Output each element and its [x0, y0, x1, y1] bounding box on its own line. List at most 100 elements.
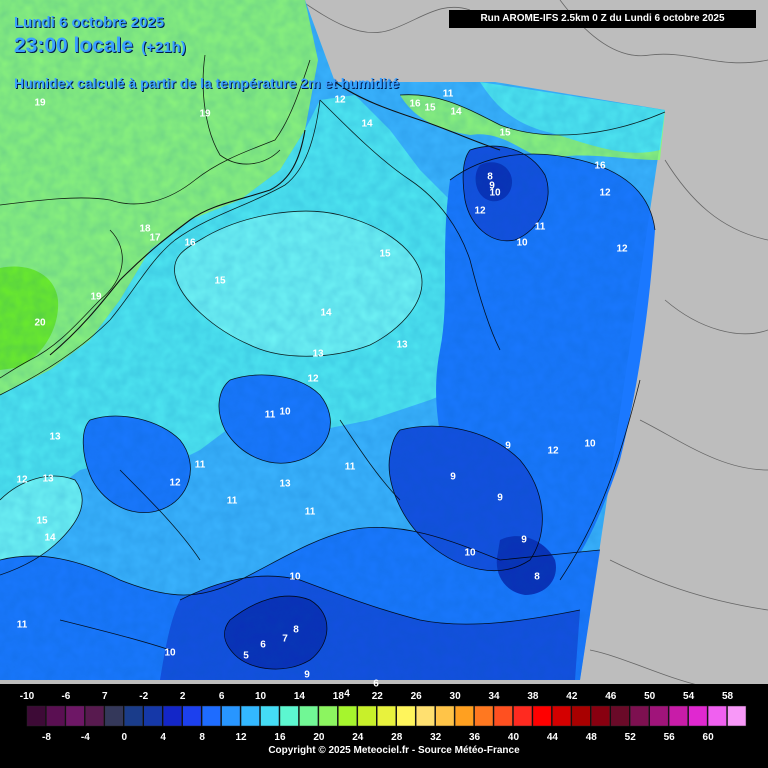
- isoline-value-label: 9: [497, 492, 503, 504]
- isoline-value-label: 14: [361, 118, 373, 130]
- colorbar-cell: [318, 705, 338, 727]
- colorbar-cell: [649, 705, 669, 727]
- texture-overlay: [0, 0, 665, 680]
- colorbar-label-upper: 7: [102, 691, 108, 702]
- isoline-value-label: 12: [169, 477, 181, 489]
- colorbar-label-lower: 16: [274, 732, 286, 743]
- colorbar-label-lower: 24: [352, 732, 364, 743]
- colorbar-cell: [552, 705, 572, 727]
- isoline-value-label: 16: [594, 160, 606, 172]
- isoline-value-label: 14: [320, 307, 332, 319]
- time-title: 23:00 locale (+21h): [14, 34, 186, 58]
- isoline-value-label: 12: [474, 205, 486, 217]
- isoline-value-label: 19: [199, 108, 211, 120]
- colorbar-label-lower: 20: [313, 732, 325, 743]
- isoline-value-label: 8: [534, 571, 540, 583]
- colorbar-label-upper: 38: [527, 691, 539, 702]
- colorbar-cell: [338, 705, 358, 727]
- forecast-offset: (+21h): [141, 39, 186, 56]
- colorbar-label-lower: 56: [663, 732, 675, 743]
- colorbar-cell: [415, 705, 435, 727]
- isoline-value-label: 10: [584, 438, 596, 450]
- colorbar-label-lower: -4: [80, 732, 90, 743]
- colorbar-label-lower: 12: [235, 732, 247, 743]
- colorbar-label-lower: 60: [702, 732, 714, 743]
- isoline-value-label: 13: [42, 473, 54, 485]
- colorbar-cell: [357, 705, 377, 727]
- colorbar: [26, 705, 747, 727]
- isoline-value-label: 10: [289, 571, 301, 583]
- isoline-value-label: 15: [379, 248, 391, 260]
- colorbar-cell: [65, 705, 85, 727]
- colorbar-label-upper: 46: [605, 691, 617, 702]
- colorbar-label-lower: 44: [546, 732, 558, 743]
- isoline-value-label: 10: [489, 187, 501, 199]
- colorbar-cell: [240, 705, 260, 727]
- colorbar-label-lower: 40: [507, 732, 520, 743]
- colorbar-cell: [688, 705, 708, 727]
- colorbar-label-lower: 52: [624, 732, 636, 743]
- colorbar-label-lower: 36: [469, 732, 481, 743]
- colorbar-cell: [124, 705, 144, 727]
- isoline-value-label: 7: [282, 633, 288, 645]
- isoline-value-label: 11: [226, 495, 238, 507]
- isoline-value-label: 12: [616, 243, 628, 255]
- isoline-value-label: 9: [521, 534, 527, 546]
- isoline-value-label: 8: [487, 171, 493, 183]
- colorbar-label-upper: 54: [683, 691, 695, 702]
- time-label: 23:00 locale: [14, 34, 134, 57]
- colorbar-cell: [279, 705, 299, 727]
- isoline-value-label: 11: [534, 221, 546, 233]
- colorbar-cell: [513, 705, 533, 727]
- isoline-value-label: 13: [396, 339, 408, 351]
- colorbar-label-lower: 28: [391, 732, 403, 743]
- run-info: Run AROME-IFS 2.5km 0 Z du Lundi 6 octob…: [449, 10, 756, 28]
- colorbar-label-upper: 58: [721, 691, 734, 702]
- isoline-value-label: 6: [260, 639, 266, 651]
- colorbar-cell: [260, 705, 280, 727]
- isoline-value-label: 11: [194, 459, 206, 471]
- isoline-value-label: 9: [450, 471, 456, 483]
- isoline-value-label: 15: [36, 515, 48, 527]
- map-subtitle: Humidex calculé à partir de la températu…: [14, 75, 400, 91]
- isoline-value-label: 14: [44, 532, 56, 544]
- colorbar-cell: [532, 705, 552, 727]
- colorbar-label-upper: 50: [644, 691, 656, 702]
- coastlines: [49, 81, 501, 356]
- colorbar-label-upper: 34: [488, 691, 500, 702]
- isoline-value-label: 15: [424, 102, 436, 114]
- colorbar-label-upper: -2: [139, 691, 149, 702]
- colorbar-cell: [629, 705, 649, 727]
- colorbar-label-lower: -8: [42, 732, 51, 743]
- colorbar-label-upper: -10: [19, 691, 35, 702]
- colorbar-cell: [727, 705, 747, 727]
- isoline-value-label: 10: [279, 406, 291, 418]
- colorbar-cell: [493, 705, 513, 727]
- isoline-value-label: 18: [139, 223, 151, 235]
- isoline-value-label: 13: [312, 348, 324, 360]
- isoline-value-label: 12: [307, 373, 319, 385]
- isoline-value-label: 11: [442, 88, 454, 100]
- isoline-value-label: 5: [243, 650, 249, 662]
- colorbar-label-upper: 2: [179, 691, 186, 702]
- isoline-value-label: 15: [499, 127, 511, 139]
- colorbar-cell: [299, 705, 319, 727]
- isoline-value-label: 6: [373, 678, 379, 690]
- colorbar-cell: [610, 705, 630, 727]
- colorbar-label-upper: 6: [218, 691, 225, 702]
- isoline-value-label: 13: [279, 478, 291, 490]
- copyright: Copyright © 2025 Meteociel.fr - Source M…: [268, 745, 520, 756]
- colorbar-label-lower: 32: [430, 732, 442, 743]
- isoline-value-label: 12: [16, 474, 28, 486]
- colorbar-cell: [162, 705, 182, 727]
- colorbar-label-upper: 22: [371, 691, 383, 702]
- colorbar-label-upper: 14: [293, 691, 305, 702]
- colorbar-label-upper: 18: [332, 691, 344, 702]
- colorbar-label-upper: 10: [254, 691, 267, 702]
- isoline-value-label: 16: [184, 237, 196, 249]
- isoline-value-label: 10: [516, 237, 528, 249]
- colorbar-cell: [221, 705, 241, 727]
- colorbar-cell: [707, 705, 727, 727]
- colorbar-cell: [377, 705, 396, 727]
- isoline-value-label: 19: [34, 97, 46, 109]
